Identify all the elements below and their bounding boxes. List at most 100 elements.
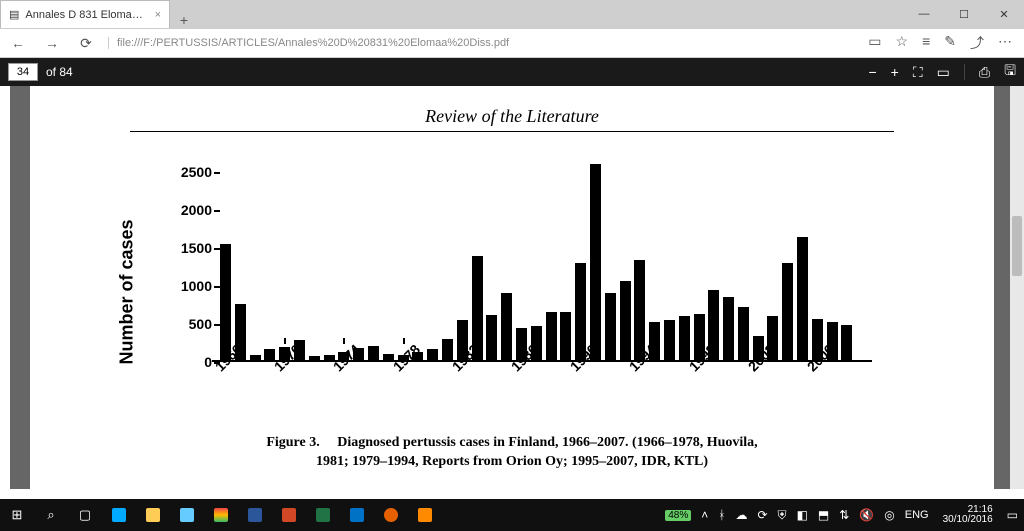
edge-icon[interactable] <box>102 499 136 531</box>
maximize-button[interactable]: ☐ <box>944 0 984 28</box>
forward-button[interactable]: → <box>40 35 64 51</box>
zoom-out-button[interactable]: − <box>868 64 876 80</box>
xtick-mark <box>580 338 582 344</box>
close-window-button[interactable]: ✕ <box>984 0 1024 28</box>
onedrive-icon[interactable]: ☁ <box>735 508 747 522</box>
ytick-label: 500 <box>189 316 212 332</box>
share-icon[interactable]: ⤴ <box>970 33 984 53</box>
refresh-button[interactable]: ⟳ <box>74 35 98 52</box>
security-icon[interactable]: ⛨ <box>778 508 787 523</box>
bar <box>841 325 852 360</box>
document-viewport: Review of the Literature Number of cases… <box>10 86 1014 489</box>
save-button[interactable]: 🖫 <box>1004 60 1016 84</box>
bar <box>442 339 453 360</box>
explorer-icon[interactable] <box>136 499 170 531</box>
ytick-label: 2500 <box>181 164 212 180</box>
tray-up-icon[interactable]: ˄ <box>701 508 708 522</box>
caption-line2: 1981; 1979–1994, Reports from Orion Oy; … <box>316 454 708 469</box>
bar <box>501 293 512 360</box>
chrome-icon[interactable] <box>204 499 238 531</box>
location-icon[interactable]: ◎ <box>884 508 894 522</box>
task-view-icon[interactable]: ▢ <box>68 499 102 531</box>
xtick-mark <box>817 338 819 344</box>
action-center-icon[interactable]: ▭ <box>1007 508 1018 522</box>
search-icon[interactable]: ⌕ <box>34 499 68 531</box>
ytick-label: 1500 <box>181 240 212 256</box>
minimize-button[interactable]: — <box>904 0 944 28</box>
ytick-label: 1000 <box>181 278 212 294</box>
close-tab-icon[interactable]: × <box>155 9 161 21</box>
bar <box>797 237 808 360</box>
more-icon[interactable]: ⋯ <box>998 33 1012 53</box>
reading-view-icon[interactable]: ▭ <box>868 33 881 53</box>
separator <box>964 64 965 80</box>
pdf-page: Review of the Literature Number of cases… <box>30 86 994 489</box>
address-bar: ← → ⟳ file:///F:/PERTUSSIS/ARTICLES/Anna… <box>0 28 1024 58</box>
figure-caption: Figure 3. Diagnosed pertussis cases in F… <box>130 434 894 472</box>
caption-line1: Diagnosed pertussis cases in Finland, 19… <box>337 435 757 450</box>
app-icon[interactable] <box>408 499 442 531</box>
bar <box>427 349 438 360</box>
chart-plot-area <box>212 162 872 362</box>
xtick-mark <box>758 338 760 344</box>
firefox-icon[interactable] <box>374 499 408 531</box>
bar <box>738 307 749 360</box>
bar <box>723 297 734 360</box>
bar <box>679 316 690 360</box>
taskbar: ⊞ ⌕ ▢ 48% ˄ ᚼ ☁ ⟳ ⛨ ◧ ⬒ ⇅ 🔇 ◎ ENG 21:16 … <box>0 499 1024 531</box>
bar <box>368 346 379 360</box>
layout-button[interactable]: ▭ <box>937 64 950 81</box>
new-tab-button[interactable]: + <box>170 12 198 28</box>
scroll-thumb[interactable] <box>1012 216 1022 276</box>
store-icon[interactable] <box>170 499 204 531</box>
tab-strip: ▤ Annales D 831 Elomaa D × + — ☐ ✕ <box>0 0 1024 28</box>
xtick-mark <box>639 338 641 344</box>
wifi-icon[interactable]: ⇅ <box>839 508 849 522</box>
pdf-toolbar: of 84 − + ⛶ ▭ ⎙ 🖫 <box>0 58 1024 86</box>
bar <box>782 263 793 360</box>
bar <box>664 320 675 360</box>
fit-page-button[interactable]: ⛶ <box>913 64 923 81</box>
xtick-mark <box>462 338 464 344</box>
caption-label: Figure 3. <box>266 435 319 450</box>
xtick-mark <box>343 338 345 344</box>
xtick-mark <box>521 338 523 344</box>
volume-icon[interactable]: 🔇 <box>859 508 874 522</box>
power-icon[interactable]: ⬒ <box>818 508 829 522</box>
zoom-in-button[interactable]: + <box>891 64 899 80</box>
bar <box>590 164 601 360</box>
defender-icon[interactable]: ◧ <box>797 508 808 522</box>
xtick-mark <box>284 338 286 344</box>
url-field[interactable]: file:///F:/PERTUSSIS/ARTICLES/Annales%20… <box>108 37 858 49</box>
bar <box>486 315 497 360</box>
bluetooth-icon[interactable]: ᚼ <box>718 508 725 522</box>
favorite-icon[interactable]: ☆ <box>896 33 909 53</box>
chart-bars <box>220 162 872 360</box>
page-total-label: of 84 <box>46 65 73 79</box>
excel-icon[interactable] <box>306 499 340 531</box>
hub-icon[interactable]: ≡ <box>922 33 930 53</box>
print-button[interactable]: ⎙ <box>979 64 990 81</box>
start-button[interactable]: ⊞ <box>0 499 34 531</box>
date-label: 30/10/2016 <box>943 515 993 526</box>
back-button[interactable]: ← <box>6 35 30 51</box>
bar <box>620 281 631 360</box>
xtick-mark <box>403 338 405 344</box>
powerpoint-icon[interactable] <box>272 499 306 531</box>
outlook-icon[interactable] <box>340 499 374 531</box>
bar <box>605 293 616 360</box>
vertical-scrollbar[interactable] <box>1010 86 1024 489</box>
page-header: Review of the Literature <box>130 106 894 132</box>
language-indicator[interactable]: ENG <box>905 509 929 521</box>
page-number-input[interactable] <box>8 63 38 81</box>
word-icon[interactable] <box>238 499 272 531</box>
chart-yticks: 05001000150020002500 <box>177 162 212 362</box>
bar <box>546 312 557 360</box>
webnote-icon[interactable]: ✎ <box>944 33 956 53</box>
sync-icon[interactable]: ⟳ <box>757 508 767 522</box>
xtick-mark <box>225 338 227 344</box>
browser-tab[interactable]: ▤ Annales D 831 Elomaa D × <box>0 0 170 28</box>
battery-indicator[interactable]: 48% <box>665 510 691 521</box>
ytick-label: 0 <box>204 354 212 370</box>
clock[interactable]: 21:16 30/10/2016 <box>939 505 997 526</box>
